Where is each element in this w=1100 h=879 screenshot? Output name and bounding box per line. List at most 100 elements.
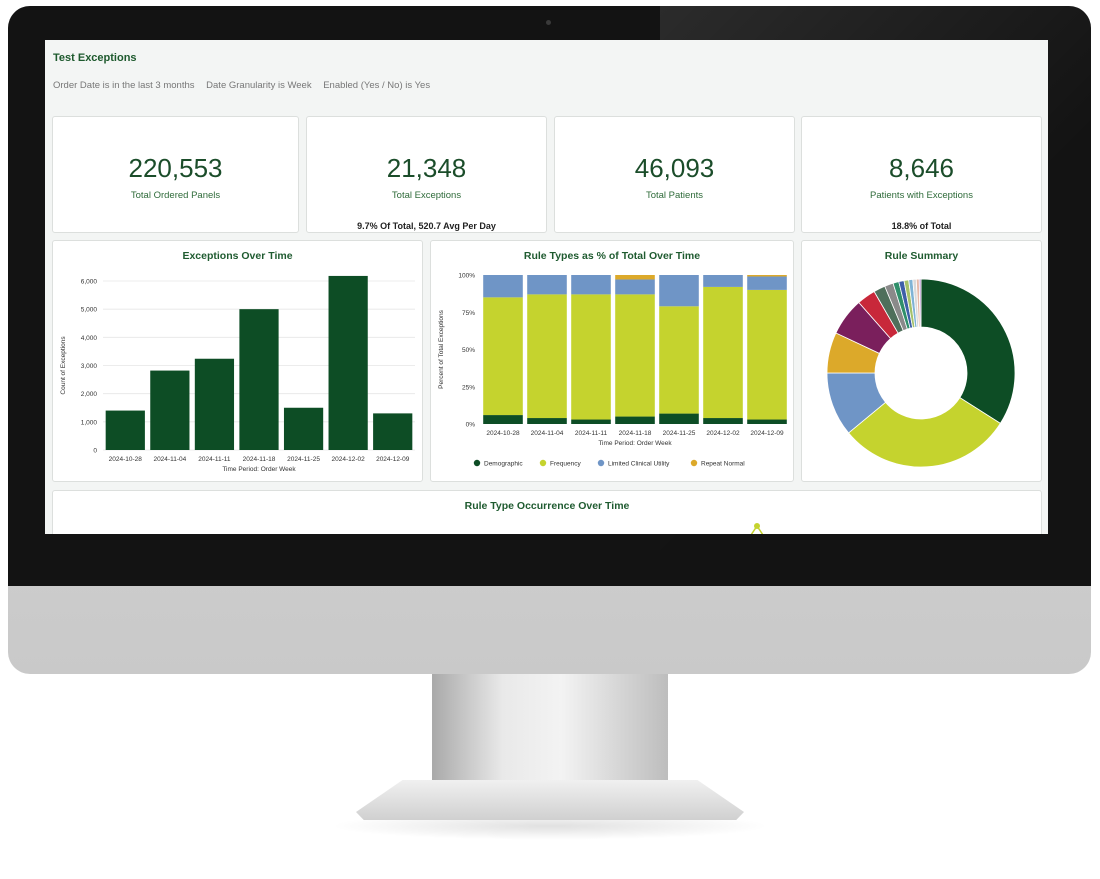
filter-enabled[interactable]: Enabled (Yes / No) is Yes	[323, 80, 431, 91]
y-tick-label: 75%	[462, 310, 475, 317]
y-tick-label: 3,000	[81, 363, 98, 370]
rule-summary-card[interactable]: Rule Summary	[801, 240, 1042, 482]
kpi-value: 220,553	[128, 153, 223, 183]
chart-title: Rule Type Occurrence Over Time	[464, 500, 630, 512]
y-tick-label: 2,000	[81, 391, 98, 398]
donut-slice	[848, 397, 1001, 468]
x-tick-label: 2024-12-02	[706, 430, 740, 437]
camera-icon	[546, 20, 551, 25]
filter-order-date[interactable]: Order Date is in the last 3 months	[53, 80, 195, 91]
filter-bar[interactable]: Order Date is in the last 3 months Date …	[53, 80, 439, 91]
legend-marker	[690, 459, 698, 467]
bar	[239, 309, 279, 450]
exceptions-over-time-chart[interactable]: 0 1,000 2,000 3,000 4,000 5,000 6,000 2024-10-2…	[53, 266, 422, 481]
legend-marker	[597, 459, 605, 467]
rule-type-occurrence-card[interactable]: Rule Type Occurrence Over Time	[52, 490, 1042, 534]
x-tick-label: 2024-10-28	[486, 430, 520, 437]
stacked-bar-segment	[571, 275, 611, 295]
kpi-card-total-ordered-panels[interactable]: 220,553 Total Ordered Panels	[52, 116, 299, 233]
bar	[328, 275, 368, 450]
kpi-subtext: 9.7% Of Total, 520.7 Avg Per Day	[357, 221, 496, 231]
stacked-bar-segment	[659, 275, 699, 307]
stacked-bar-segment	[483, 415, 523, 424]
stacked-bar-segment	[527, 275, 567, 295]
stacked-bar-segment	[527, 418, 567, 424]
kpi-card-total-exceptions[interactable]: 21,348 Total Exceptions 9.7% Of Total, 5…	[306, 116, 547, 233]
chart-title: Rule Types as % of Total Over Time	[523, 250, 701, 262]
stacked-bar-segment	[615, 279, 655, 295]
dashboard-title: Test Exceptions	[53, 52, 137, 64]
y-tick-label: 5,000	[81, 307, 98, 314]
monitor-stand-base	[356, 780, 744, 820]
kpi-value: 21,348	[386, 153, 467, 183]
x-tick-label: 2024-11-04	[531, 430, 564, 437]
kpi-card-patients-with-exceptions[interactable]: 8,646 Patients with Exceptions 18.8% of …	[801, 116, 1042, 233]
x-tick-label: 2024-11-11	[198, 456, 231, 463]
stacked-bar-segment	[747, 289, 787, 420]
kpi-label: Patients with Exceptions	[870, 190, 973, 201]
stacked-bar-segment	[615, 294, 655, 417]
legend-label: Limited Clinical Utility	[608, 461, 670, 468]
y-tick-label: 0	[93, 448, 97, 455]
exceptions-over-time-card[interactable]: Exceptions Over Time 0 1,000 2,000 3,000 4,0…	[52, 240, 423, 482]
legend-label: Demographic	[484, 461, 523, 468]
stacked-bar-segment	[483, 297, 523, 416]
bar	[150, 370, 190, 450]
kpi-card-total-patients[interactable]: 46,093 Total Patients	[554, 116, 795, 233]
dashboard-screen: Test Exceptions Order Date is in the las…	[45, 40, 1048, 534]
stacked-bar-segment	[747, 275, 787, 277]
x-tick-label: 2024-12-09	[376, 456, 410, 463]
stacked-bar-segment	[703, 418, 743, 424]
kpi-label: Total Exceptions	[391, 190, 462, 201]
donut-slice	[920, 278, 1016, 424]
x-tick-label: 2024-11-18	[243, 456, 276, 463]
line-chart-peek	[751, 523, 764, 534]
stacked-bar-segment	[615, 275, 655, 280]
x-axis-label: Time Period: Order Week	[598, 440, 672, 447]
y-tick-label: 100%	[458, 273, 475, 280]
y-tick-label: 1,000	[81, 419, 98, 426]
x-axis-label: Time Period: Order Week	[222, 466, 296, 473]
stacked-bar-segment	[747, 419, 787, 424]
x-tick-label: 2024-11-04	[153, 456, 186, 463]
x-tick-label: 2024-12-09	[750, 430, 784, 437]
rule-summary-donut-chart[interactable]	[802, 266, 1041, 481]
x-tick-label: 2024-11-18	[619, 430, 652, 437]
legend-marker	[473, 459, 481, 467]
y-tick-label: 25%	[462, 384, 475, 391]
y-tick-label: 4,000	[81, 335, 98, 342]
kpi-value: 8,646	[888, 153, 955, 183]
x-tick-label: 2024-10-28	[109, 456, 143, 463]
legend-marker	[539, 459, 547, 467]
bar	[105, 410, 145, 450]
stacked-bar-segment	[703, 286, 743, 419]
series-line	[751, 524, 764, 534]
kpi-label: Total Patients	[645, 190, 704, 201]
kpi-label: Total Ordered Panels	[130, 190, 221, 201]
y-axis-label: Percent of Total Exceptions	[438, 309, 445, 388]
legend-label: Frequency	[550, 461, 581, 468]
x-tick-label: 2024-11-11	[575, 430, 608, 437]
bar	[194, 358, 235, 450]
kpi-value: 46,093	[634, 153, 715, 183]
stacked-bar-segment	[571, 419, 611, 424]
x-tick-label: 2024-11-25	[663, 430, 696, 437]
legend-label: Repeat Normal	[701, 461, 745, 468]
stacked-bar-segment	[659, 306, 699, 414]
chart-title: Rule Summary	[884, 250, 959, 262]
rule-types-percent-card[interactable]: Rule Types as % of Total Over Time 0% 25%…	[430, 240, 794, 482]
y-axis-label: Count of Exceptions	[60, 336, 67, 395]
filter-date-granularity[interactable]: Date Granularity is Week	[206, 80, 312, 91]
kpi-subtext: 18.8% of Total	[891, 221, 952, 231]
stacked-bar-segment	[659, 413, 699, 424]
bar	[373, 413, 413, 450]
x-tick-label: 2024-11-25	[287, 456, 320, 463]
stacked-bar-segment	[747, 276, 787, 290]
y-tick-label: 6,000	[81, 279, 98, 286]
rule-types-percent-chart[interactable]: 0% 25% 50% 75% 100% 2024-10-28 2024-11-04 2024-…	[431, 266, 793, 481]
donut-slice	[918, 278, 922, 328]
stacked-bar-segment	[703, 275, 743, 287]
stacked-bar-segment	[571, 294, 611, 420]
monitor-stand-neck	[432, 674, 668, 786]
stacked-bar-segment	[527, 294, 567, 419]
